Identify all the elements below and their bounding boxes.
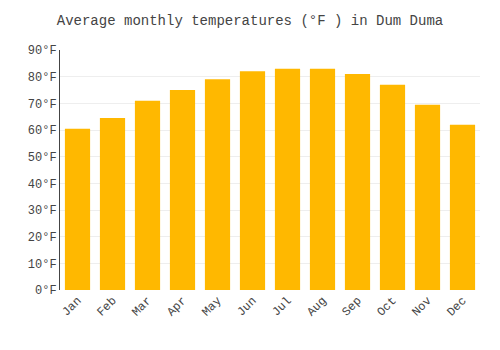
svg-text:Mar: Mar <box>129 294 154 319</box>
svg-text:30°F: 30°F <box>28 204 57 218</box>
svg-text:Feb: Feb <box>94 294 119 319</box>
svg-text:0°F: 0°F <box>35 284 57 298</box>
svg-text:40°F: 40°F <box>28 178 57 192</box>
svg-text:80°F: 80°F <box>28 71 57 85</box>
svg-text:Jan: Jan <box>59 294 84 319</box>
svg-text:Dec: Dec <box>444 294 469 319</box>
svg-text:Nov: Nov <box>409 294 434 319</box>
svg-text:10°F: 10°F <box>28 258 57 272</box>
svg-text:Oct: Oct <box>374 294 399 319</box>
svg-text:50°F: 50°F <box>28 151 57 165</box>
svg-text:Apr: Apr <box>164 294 189 319</box>
svg-text:70°F: 70°F <box>28 98 57 112</box>
svg-text:Average monthly temperatures (: Average monthly temperatures (°F ) in Du… <box>57 13 443 29</box>
svg-text:60°F: 60°F <box>28 124 57 138</box>
svg-text:90°F: 90°F <box>28 44 57 58</box>
svg-text:May: May <box>199 294 224 319</box>
svg-text:Jul: Jul <box>269 294 294 319</box>
svg-text:Sep: Sep <box>339 294 364 319</box>
svg-text:Jun: Jun <box>234 294 259 319</box>
svg-text:20°F: 20°F <box>28 231 57 245</box>
svg-text:Aug: Aug <box>304 294 329 319</box>
